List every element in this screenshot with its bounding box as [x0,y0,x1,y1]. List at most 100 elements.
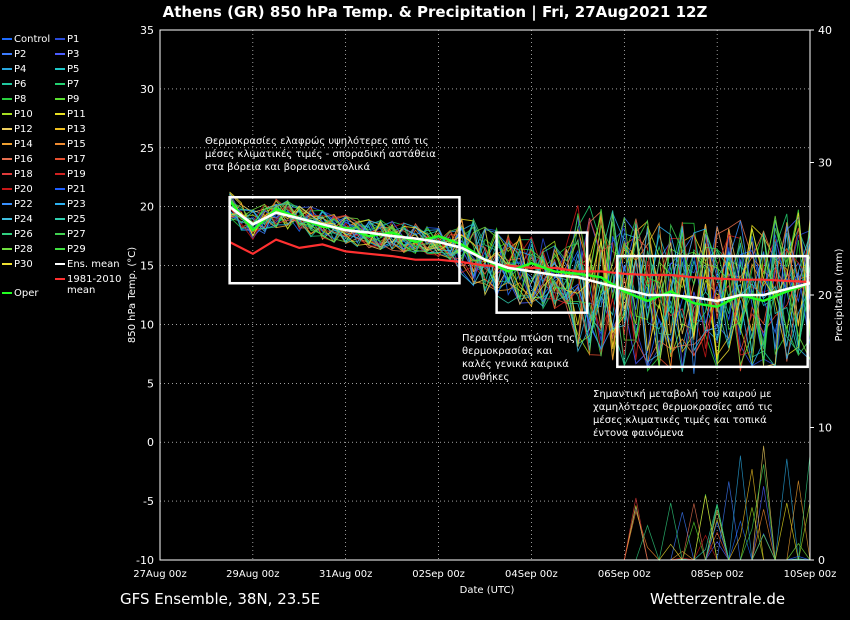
legend-label: P6 [14,79,27,90]
legend-swatch [55,38,65,40]
legend-swatch [2,38,12,40]
legend-swatch [2,113,12,115]
legend-swatch [2,68,12,70]
legend-label: P3 [67,49,80,60]
annotation-1: Θερμοκρασίες ελαφρώς υψηλότερες από τις … [205,135,436,174]
legend-item: P18 [2,169,33,181]
legend-label: P28 [14,244,33,255]
legend-swatch [55,68,65,70]
legend-label: P20 [14,184,33,195]
y-tick-label: 15 [140,260,154,273]
legend-swatch [55,173,65,175]
model-info: GFS Ensemble, 38N, 23.5E [120,590,321,608]
legend-label: Ens. mean [67,259,120,270]
legend-item: P20 [2,184,33,196]
ensemble-trace [229,205,811,366]
ensemble-trace [229,191,811,368]
legend-item: P2 [2,49,26,61]
legend-label: P30 [14,259,33,270]
legend-label: P18 [14,169,33,180]
legend-label: P4 [14,64,27,75]
legend-item: P16 [2,154,33,166]
y-tick-label: 25 [140,142,154,155]
legend-swatch [55,98,65,100]
y2-tick-label: 30 [818,157,832,170]
annotation-2: Περαιτέρω πτώση της θερμοκρασίας και καλ… [462,332,575,384]
legend-swatch [2,98,12,100]
legend-label: P21 [67,184,86,195]
legend-item: P12 [2,124,33,136]
legend-label: P24 [14,214,33,225]
legend-label: P11 [67,109,86,120]
x-tick-label: 29Aug 00z [226,569,279,580]
legend-item: P9 [55,94,79,106]
legend-swatch [55,143,65,145]
legend-swatch [2,233,12,235]
legend-label: P29 [67,244,86,255]
y-tick-label: 35 [140,24,154,37]
legend-item: P29 [55,244,86,256]
y-tick-label: -5 [143,495,154,508]
legend-swatch [2,83,12,85]
annotation-2-line: Περαιτέρω πτώση της [462,333,576,344]
annotation-3-line: Σημαντική μεταβολή του καιρού με [593,389,772,400]
x-tick-label: 10Sep 00z [784,569,837,580]
legend-item: Ens. mean [55,259,120,271]
legend-label: P26 [14,229,33,240]
x-tick-label: 08Sep 00z [691,569,744,580]
legend-item: P15 [55,139,86,151]
period-highlight-box [228,195,461,285]
y-tick-label: 0 [147,436,154,449]
legend-item: P7 [55,79,79,91]
annotation-2-line: συνθήκες [462,372,510,383]
legend-label: P14 [14,139,33,150]
legend-swatch [55,113,65,115]
legend-item: P19 [55,169,86,181]
legend-item: P22 [2,199,33,211]
y2-tick-label: 20 [818,289,832,302]
legend-swatch [2,173,12,175]
chart-title: Athens (GR) 850 hPa Temp. & Precipitatio… [163,3,708,22]
annotation-1-line: στα βόρεια και βορειοανατολικά [205,162,371,173]
legend-swatch [55,83,65,85]
annotation-2-line: θερμοκρασίας και [462,346,553,357]
legend-label: P13 [67,124,86,135]
legend-item: P30 [2,259,33,271]
legend-item: P21 [55,184,86,196]
ensemble-trace [229,200,811,362]
precip-trace [229,533,811,561]
legend-item: P25 [55,214,86,226]
legend-swatch [2,143,12,145]
period-highlight-box [495,231,589,314]
legend-item: P4 [2,64,26,76]
ensemble-trace [229,192,811,368]
legend-swatch [55,278,65,280]
legend-item: P23 [55,199,86,211]
legend-item: P26 [2,229,33,241]
y2-tick-label: 10 [818,422,832,435]
annotation-3-line: χαμηλότερες θερμοκρασίες από τις [593,402,773,413]
legend-item: P28 [2,244,33,256]
ensemble-trace [229,209,811,372]
annotation-3-line: μέσες κλιματικές τιμές και τοπικά [593,415,767,426]
legend-label: P10 [14,109,33,120]
x-tick-label: 04Sep 00z [505,569,558,580]
y-tick-label: 5 [147,377,154,390]
legend-swatch [55,188,65,190]
legend-label: P25 [67,214,86,225]
annotation-1-line: μέσες κλιματικές τιμές - σποραδική αστάθ… [205,149,436,160]
legend-label: P27 [67,229,86,240]
x-tick-label: 31Aug 00z [319,569,372,580]
legend-swatch [2,128,12,130]
legend-item: P6 [2,79,26,91]
legend-item: P5 [55,64,79,76]
y2-tick-label: 40 [818,24,832,37]
legend-label: Control [14,34,51,45]
legend-item: P10 [2,109,33,121]
legend-swatch [55,203,65,205]
legend-item: Control [2,34,50,46]
legend-item: 1981-2010 mean [55,274,137,296]
ensemble-trace [229,201,811,367]
precip-trace [229,520,811,561]
